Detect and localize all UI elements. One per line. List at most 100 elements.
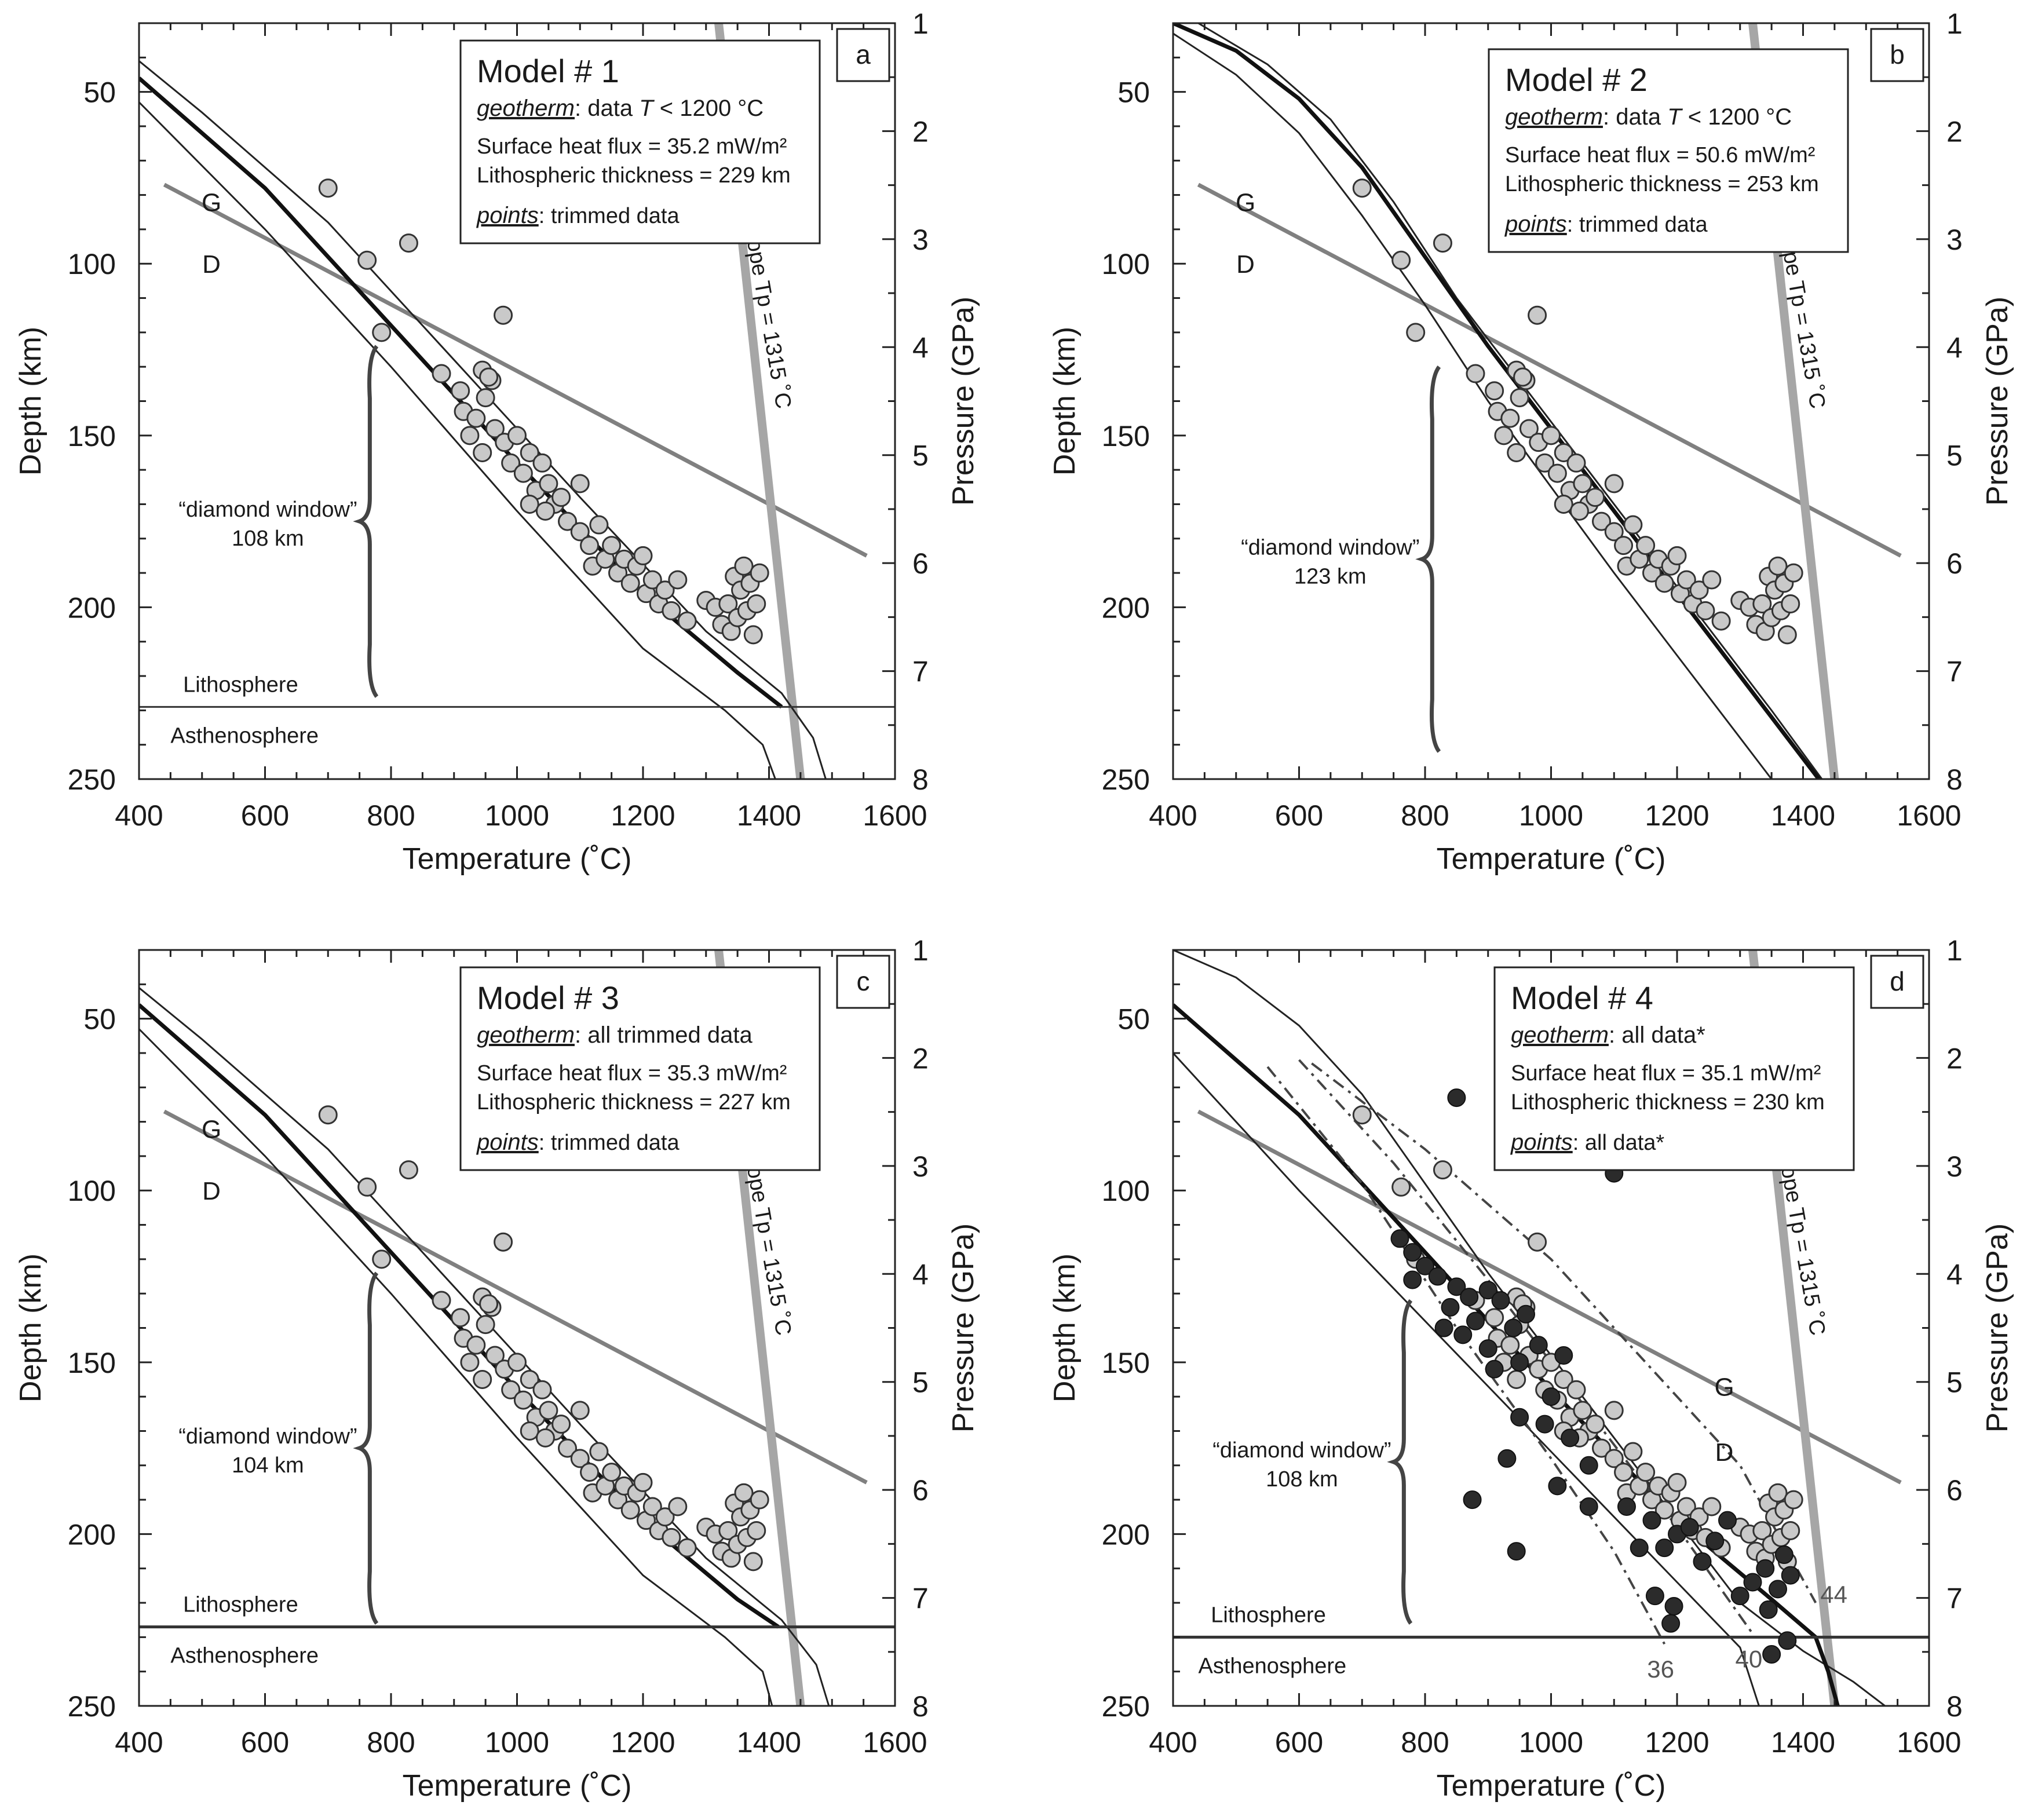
data-point-trimmed [466,408,486,428]
data-point-trimmed [1752,1521,1772,1540]
data-point-trimmed [1604,522,1624,542]
x-tick-label: 400 [115,1726,163,1759]
geotherm-source-line: geotherm: data T < 1200 °C [1505,104,1792,130]
data-point-trimmed [1784,1490,1803,1510]
data-point-trimmed [494,1232,513,1252]
diamond-window-brace [1415,365,1441,753]
depth-tick-label: 250 [1102,763,1150,796]
data-point-trimmed [747,1521,766,1540]
x-tick-label: 800 [367,1726,415,1759]
data-point-trimmed [432,364,451,383]
data-point-all [1510,1408,1529,1427]
pressure-tick-label: 8 [1946,1690,1963,1723]
diamond-window-brace [353,345,379,698]
data-point-trimmed [1592,511,1611,531]
data-point-trimmed [580,1463,600,1482]
data-point-all [1463,1490,1482,1510]
data-point-trimmed [558,1438,577,1458]
data-point-trimmed [1676,570,1696,590]
plot-area [1173,23,1902,779]
data-point-trimmed [1535,453,1555,473]
depth-tick-label: 150 [68,1347,116,1379]
data-point-trimmed [1569,501,1589,521]
data-point-trimmed [1777,625,1797,645]
data-point-trimmed [743,1552,763,1572]
depth-tick-label: 200 [1102,591,1150,624]
data-point-all [1655,1538,1674,1558]
data-point-trimmed [570,1449,590,1468]
data-point-all [1548,1477,1567,1496]
pressure-tick-label: 6 [1946,1474,1963,1507]
graphite-label: G [202,1115,221,1143]
x-axis-title: Temperature (˚C) [403,1769,632,1803]
pressure-tick-label: 5 [912,440,929,472]
pressure-tick-label: 1 [1946,934,1963,967]
panel-letter: d [1890,966,1905,996]
diamond-window-thickness: 123 km [1294,564,1367,589]
data-point-all [1743,1573,1762,1592]
x-tick-label: 1600 [1897,799,1961,832]
depth-tick-label: 100 [68,248,116,280]
data-point-trimmed [1510,388,1529,408]
data-point-trimmed [1406,323,1426,342]
x-tick-label: 600 [1275,799,1323,832]
points-source-text: : all data* [1573,1131,1665,1155]
data-point-all [1579,1456,1598,1475]
lithosphere-label: Lithosphere [183,673,298,697]
data-point-trimmed [1667,546,1687,565]
graphite-label: G [202,188,221,217]
data-point-trimmed [1500,408,1520,428]
panel-letter: a [856,39,871,70]
model-title: Model # 3 [477,980,619,1016]
data-point-trimmed [1768,1483,1788,1503]
data-point-trimmed [532,1380,552,1399]
data-point-trimmed [677,1538,697,1558]
data-point-trimmed [520,443,539,462]
data-point-trimmed [451,1308,470,1328]
data-point-trimmed [532,453,552,473]
data-point-all [1403,1270,1422,1289]
pressure-tick-label: 8 [912,763,929,796]
data-point-trimmed [655,580,675,600]
pressure-tick-label: 4 [1946,331,1963,364]
surface-heat-flux: Surface heat flux = 35.1 mW/m² [1511,1061,1821,1086]
data-point-trimmed [1689,580,1709,600]
data-point-trimmed [1614,536,1634,555]
data-point-all [1485,1359,1504,1379]
data-point-trimmed [1519,419,1539,438]
data-point-trimmed [734,1483,754,1503]
data-point-trimmed [501,453,521,473]
geotherm-label: geotherm [477,1022,575,1048]
data-point-trimmed [1752,594,1772,613]
data-point-trimmed [1513,367,1533,387]
geotherm-source-text: : all trimmed data [575,1022,753,1048]
geotherm-lower-line [139,101,776,779]
y-axis-title-pressure: Pressure (GPa) [947,1223,980,1432]
pressure-tick-label: 3 [912,1150,929,1183]
data-point-all [1460,1288,1479,1307]
y-axis-title-pressure: Pressure (GPa) [947,297,980,506]
model-title: Model # 2 [1505,61,1648,98]
data-point-all [1680,1518,1699,1537]
data-point-trimmed [485,419,505,438]
depth-tick-label: 50 [1117,76,1150,109]
diamond-window-brace [1387,1299,1413,1625]
data-point-all [1554,1346,1573,1365]
data-point-trimmed [602,536,622,555]
model-info-box [459,966,821,1171]
pressure-tick-label: 1 [1946,8,1963,40]
data-point-all [1642,1511,1661,1530]
points-label: points [476,203,539,228]
data-point-trimmed [668,1497,688,1516]
data-point-all [1428,1267,1447,1286]
pressure-tick-label: 7 [1946,1583,1963,1615]
data-point-trimmed [466,1335,486,1355]
data-point-trimmed [494,305,513,325]
data-point-trimmed [520,1369,539,1389]
data-point-all [1769,1580,1787,1599]
points-source-text: : trimmed data [1567,213,1708,237]
diamond-label: D [202,1177,221,1205]
pressure-tick-label: 1 [912,8,929,40]
data-point-trimmed [1702,570,1722,590]
pressure-tick-label: 8 [1946,763,1963,796]
